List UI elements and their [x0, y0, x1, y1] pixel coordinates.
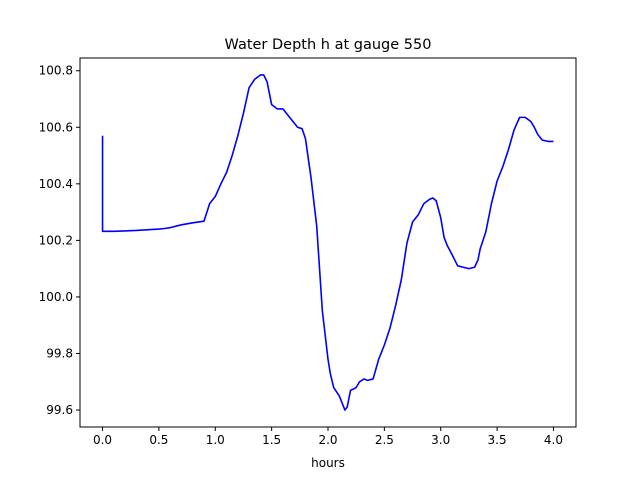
- x-tick-label: 2.5: [375, 433, 394, 447]
- y-tick-label: 100.0: [39, 290, 73, 304]
- plot-area: [79, 57, 577, 428]
- x-tick-label: 0.5: [149, 433, 168, 447]
- chart-title: Water Depth h at gauge 550: [225, 37, 432, 53]
- x-tick-label: 3.0: [431, 433, 450, 447]
- y-axis: 99.6 99.8 100.0 100.2 100.4 100.6 100.8: [39, 64, 80, 417]
- y-tick-label: 100.6: [39, 120, 73, 134]
- y-tick-label: 100.8: [39, 64, 73, 78]
- y-tick-label: 99.8: [46, 346, 73, 360]
- x-axis-label: hours: [311, 456, 345, 470]
- x-tick-label: 2.0: [318, 433, 337, 447]
- x-tick-label: 4.0: [544, 433, 563, 447]
- x-tick-label: 3.5: [488, 433, 507, 447]
- x-axis: 0.0 0.5 1.0 1.5 2.0 2.5 3.0 3.5 4.0: [93, 427, 563, 447]
- series-layer: [101, 74, 554, 411]
- x-tick-label: 1.5: [262, 433, 281, 447]
- y-tick-label: 100.2: [39, 233, 73, 247]
- plot-background: [80, 58, 576, 427]
- series-line-0: [101, 74, 554, 411]
- y-tick-label: 99.6: [46, 403, 73, 417]
- y-tick-label: 100.4: [39, 177, 73, 191]
- x-tick-label: 0.0: [93, 433, 112, 447]
- x-tick-label: 1.0: [206, 433, 225, 447]
